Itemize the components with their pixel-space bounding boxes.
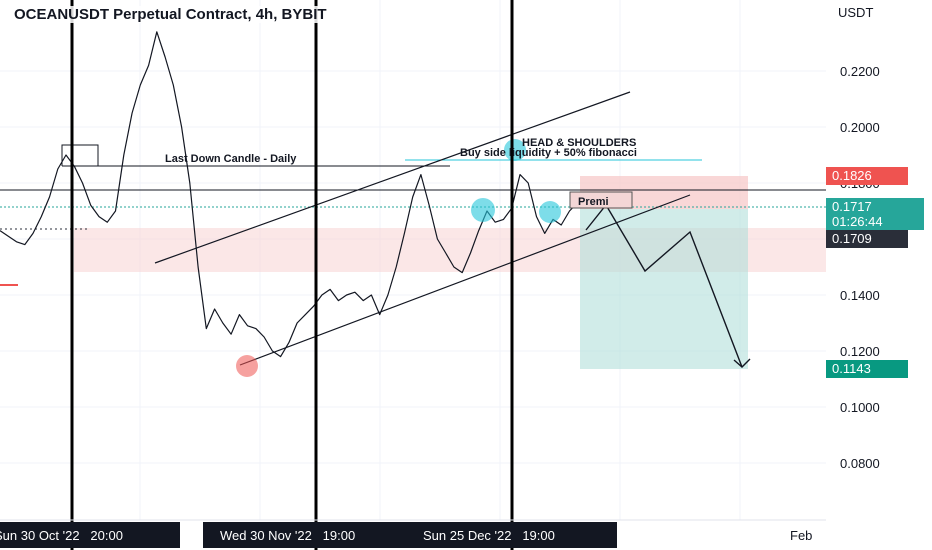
currency-label: USDT [838, 5, 873, 20]
last-price-value: 0.1717 [832, 199, 872, 214]
box-outline [61, 144, 99, 166]
time-label-box-nov [203, 522, 425, 548]
projection-path [585, 203, 743, 368]
time-label-feb: Feb [790, 528, 812, 543]
pattern-label: HEAD & SHOULDERS [522, 137, 636, 149]
target-price-tag: 0.1143 [826, 360, 908, 378]
price-axis: 0.22000.20000.18000.16000.14000.12000.10… [840, 64, 880, 471]
time-label-nov: Wed 30 Nov '22 19:00 [220, 528, 355, 543]
time-label-dec: Sun 25 Dec '22 19:00 [423, 528, 555, 543]
time-label-oct: Sun 30 Oct '22 20:00 [0, 528, 123, 543]
candle-countdown: 01:26:44 [832, 214, 883, 229]
low-marker [236, 355, 258, 377]
stop-price-tag: 0.1826 [826, 167, 908, 185]
channel-upper-line [154, 91, 631, 264]
time-label-box-dec [425, 522, 617, 548]
marker-price-tag: 0.1709 [826, 230, 908, 248]
price-tick-label: 0.2000 [840, 120, 880, 135]
reward-zone [580, 209, 748, 369]
last-down-candle-label: Last Down Candle - Daily [165, 153, 297, 165]
price-line [0, 31, 587, 358]
time-label-box-oct [0, 522, 180, 548]
left-shoulder-marker [471, 198, 495, 222]
price-tick-label: 0.1000 [840, 400, 880, 415]
price-tick-label: 0.1200 [840, 344, 880, 359]
head-marker [504, 139, 526, 161]
projection-arrow-head [733, 358, 751, 368]
liquidity-label: Buy side liquidity + 50% fibonacci [460, 147, 637, 159]
price-tick-label: 0.0800 [840, 456, 880, 471]
entry-label: Premi [578, 196, 609, 208]
chart-title: OCEANUSDT Perpetual Contract, 4h, BYBIT [10, 6, 331, 23]
entry-label-box [569, 191, 633, 209]
last-price-tag: 0.1717 01:26:44 [826, 198, 924, 230]
price-tick-label: 0.2200 [840, 64, 880, 79]
right-shoulder-marker [539, 201, 561, 223]
price-tick-label: 0.1400 [840, 288, 880, 303]
